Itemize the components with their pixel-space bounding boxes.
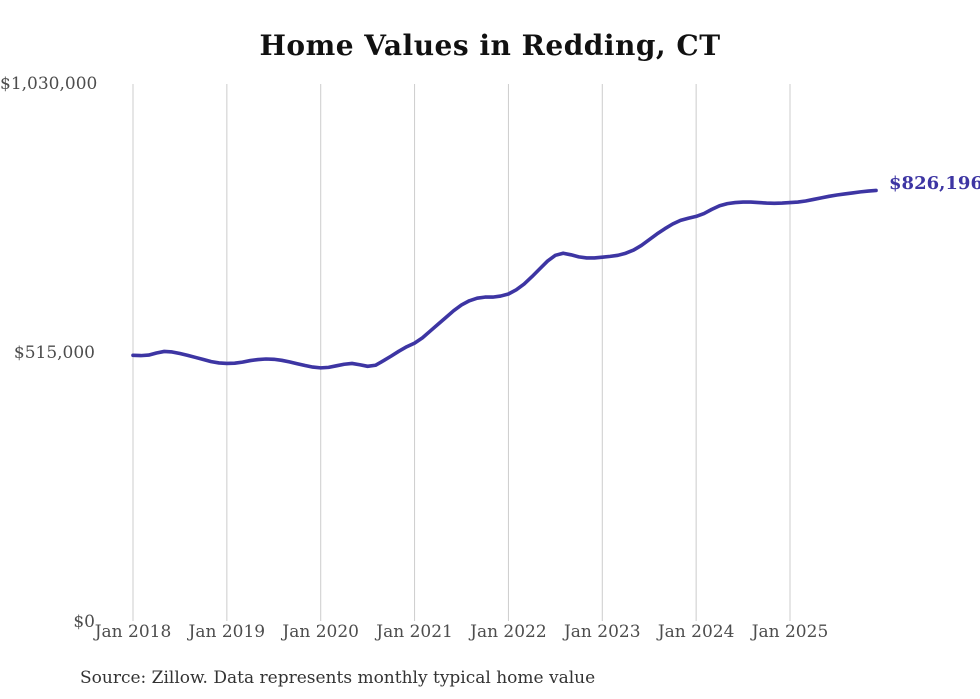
home-value-line — [131, 188, 878, 370]
x-tick-label: Jan 2020 — [282, 622, 359, 642]
y-tick-label: $0 — [73, 612, 95, 632]
y-tick-label: $515,000 — [13, 343, 95, 363]
chart-title: Home Values in Redding, CT — [259, 29, 721, 62]
x-tick-label: Jan 2018 — [94, 622, 172, 642]
x-tick-label: Jan 2025 — [751, 622, 829, 642]
source-note: Source: Zillow. Data represents monthly … — [80, 668, 596, 688]
y-tick-label: $1,030,000 — [0, 74, 98, 94]
x-tick-label: Jan 2024 — [657, 622, 735, 642]
x-tick-label: Jan 2019 — [188, 622, 266, 642]
x-tick-label: Jan 2023 — [563, 622, 641, 642]
x-tick-label: Jan 2021 — [376, 622, 453, 642]
latest-value-label: $826,196 — [889, 173, 980, 195]
x-tick-label: Jan 2022 — [470, 622, 547, 642]
